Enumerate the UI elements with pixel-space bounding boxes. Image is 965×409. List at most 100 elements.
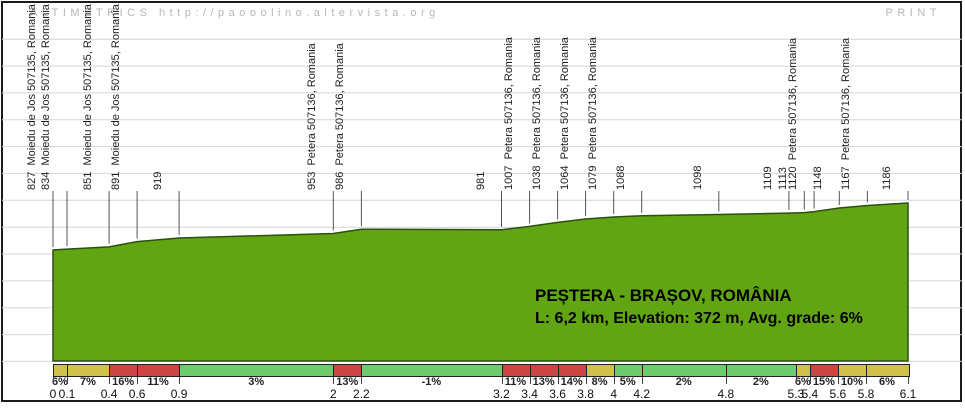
km-tick-label: 0.1 [58, 387, 76, 401]
km-tick-mark [585, 377, 587, 384]
grade-percent-label: 13% [336, 376, 359, 388]
gradient-segment [180, 365, 335, 376]
gradient-segment [110, 365, 139, 376]
elevation-marker-label: 1186 [881, 166, 893, 190]
gradient-segment [810, 365, 839, 376]
km-tick-mark [53, 377, 54, 384]
gradient-segment [54, 365, 69, 376]
km-tick-label: 0.4 [100, 387, 118, 401]
grade-percent-label: 14% [560, 376, 583, 388]
gradient-segment [334, 365, 363, 376]
watermark-right: PRINT [885, 7, 941, 19]
gradient-segment [796, 365, 811, 376]
km-tick-label: 2 [329, 387, 337, 401]
grade-percent-label: 11% [504, 376, 527, 388]
elevation-marker-label: 1098 [691, 165, 704, 190]
grade-percent-label: 6% [879, 376, 895, 388]
km-tick-label: 3.4 [521, 387, 538, 401]
elevation-marker-label: 986 Petera 507136, Romania [334, 43, 347, 190]
grade-percent-label: 10% [840, 376, 863, 388]
km-tick-mark [908, 377, 909, 384]
gradient-segment [726, 365, 797, 376]
km-tick-mark [795, 377, 797, 384]
km-tick-label: 5.4 [801, 387, 819, 401]
gradient-segment [362, 365, 503, 376]
gradient-segment [586, 365, 615, 376]
route-info-box: PEȘTERA - BRAȘOV, ROMÂNIA L: 6,2 km, Ele… [535, 284, 863, 331]
gradient-segment [530, 365, 559, 376]
km-tick-label: 4.2 [633, 387, 651, 401]
km-tick-label: 5.3 [787, 387, 805, 401]
grade-percent-label: 6% [52, 376, 68, 388]
km-tick-label: 3.2 [493, 387, 510, 401]
km-tick-mark [641, 377, 643, 384]
grade-percent-label: 5% [619, 376, 636, 388]
elevation-marker-label: 953 Petera 507136, Romania [306, 43, 319, 190]
km-tick-mark [361, 377, 363, 384]
km-tick-label: 2.2 [353, 387, 370, 401]
km-tick-label: 3.8 [577, 387, 594, 401]
grade-percent-label: 8% [591, 376, 608, 388]
gradient-bar [53, 364, 910, 377]
gradient-segment [138, 365, 181, 376]
km-tick-label: 0.6 [128, 387, 146, 401]
elevation-marker-label: 1088 [614, 165, 627, 190]
km-tick-label: 6.1 [899, 387, 917, 401]
gradient-segment [502, 365, 531, 376]
km-tick-mark [501, 377, 503, 384]
grade-percent-label: -1% [421, 376, 442, 388]
km-tick-mark [837, 377, 839, 384]
km-tick-label: 4.8 [717, 387, 735, 401]
elevation-marker-label: 851 Moiedu de Jos 507135, Romania [82, 4, 95, 190]
watermark-left: ALTIMETRICS http://paooolino.altervista.… [30, 7, 440, 19]
elevation-marker-label: 981 [474, 171, 487, 190]
km-tick-mark [725, 377, 727, 384]
elevation-marker-label: 1109 [761, 166, 774, 190]
elevation-marker-label: 1038 Petera 507136, Romania [530, 37, 543, 190]
elevation-marker-label: 1148 [812, 166, 825, 190]
grade-percent-label: 3% [248, 376, 265, 388]
gradient-segment [866, 365, 909, 376]
route-stats: L: 6,2 km, Elevation: 372 m, Avg. grade:… [535, 310, 863, 327]
grade-percent-label: 6% [794, 376, 811, 388]
gradient-segment [558, 365, 587, 376]
gradient-segment [68, 365, 111, 376]
elevation-marker-label: 891 Moiedu de Jos 507135, Romania [110, 4, 123, 190]
gradient-segment [838, 365, 867, 376]
elevation-marker-label: 827 Moiedu de Jos 507135, Romania [26, 4, 38, 190]
grade-percent-label: 13% [532, 376, 555, 388]
grade-percent-label: 7% [80, 376, 96, 388]
elevation-marker-label: 1167 Petera 507136, Romania [840, 37, 853, 190]
elevation-marker-label: 1120 Petera 507136, Romania [787, 37, 800, 190]
km-tick-label: 5.8 [857, 387, 875, 401]
km-tick-label: 4 [610, 387, 618, 401]
gradient-segment [614, 365, 643, 376]
km-tick-mark [179, 377, 181, 384]
elevation-marker-label: 919 [152, 171, 165, 190]
km-tick-mark [109, 377, 111, 384]
elevation-marker-label: 1079 Petera 507136, Romania [586, 37, 599, 190]
km-tick-mark [333, 377, 335, 384]
elevation-marker-label: 1064 Petera 507136, Romania [558, 37, 571, 190]
page-border [1, 1, 962, 402]
km-tick-label: 3.6 [549, 387, 566, 401]
km-tick-mark [809, 377, 811, 384]
elevation-marker-label: 834 Moiedu de Jos 507135, Romania [40, 4, 52, 190]
km-tick-label: 5.6 [829, 387, 847, 401]
km-tick-label: 0 [49, 387, 57, 401]
grade-percent-label: 16% [112, 376, 135, 388]
gradient-segment [642, 365, 727, 376]
km-tick-label: 0.9 [170, 387, 188, 401]
km-tick-mark [67, 377, 68, 384]
km-tick-mark [866, 377, 867, 384]
grade-percent-label: 2% [675, 376, 692, 388]
km-tick-mark [613, 377, 615, 384]
grade-percent-label: 15% [812, 376, 835, 388]
km-tick-mark [557, 377, 559, 384]
route-title: PEȘTERA - BRAȘOV, ROMÂNIA [535, 286, 792, 305]
km-tick-mark [137, 377, 139, 384]
elevation-marker-label: 1007 Petera 507136, Romania [502, 37, 515, 190]
km-tick-mark [529, 377, 531, 384]
grade-percent-label: 11% [147, 376, 169, 388]
